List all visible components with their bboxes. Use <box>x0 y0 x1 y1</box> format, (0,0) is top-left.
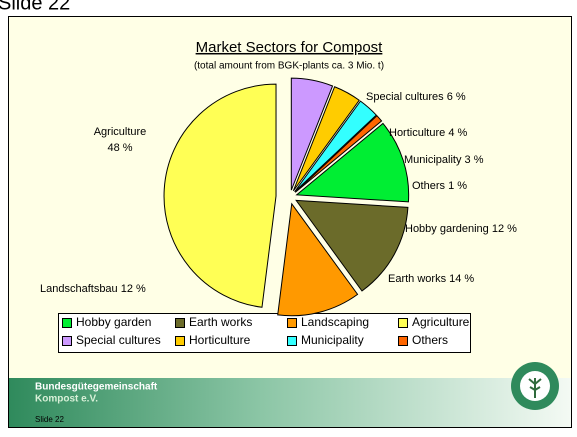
legend-swatch <box>287 318 297 328</box>
slice-name: Landschaftsbau <box>40 283 118 295</box>
legend-label: Special cultures <box>76 333 161 347</box>
slice-label: Landschaftsbau 12 % <box>40 283 146 295</box>
org-name: Bundesgütegemeinschaft <box>35 382 158 393</box>
slice-value-label: 6 % <box>447 91 466 103</box>
footer-band <box>9 378 571 427</box>
slice-value-label: 14 % <box>449 273 474 285</box>
chart-title: Market Sectors for Compost <box>196 39 384 56</box>
pie-slice <box>294 100 377 193</box>
slice-value-label: 12 % <box>121 283 146 295</box>
slice-label: Horticulture 4 % <box>389 127 467 139</box>
legend-swatch <box>398 336 408 346</box>
slice-name: Special cultures <box>366 91 444 103</box>
slice-label: Others 1 % <box>412 180 467 192</box>
slice-value-label: 3 % <box>465 154 484 166</box>
slice-name: Others <box>412 180 446 192</box>
legend-swatch <box>62 336 72 346</box>
slice-name: Earth works <box>388 273 447 285</box>
legend-label: Others <box>412 333 448 347</box>
legend-label: Agriculture <box>412 315 470 329</box>
pie-slice <box>290 77 334 191</box>
chart-subtitle: (total amount from BGK-plants ca. 3 Mio.… <box>194 61 384 72</box>
pie-slice <box>277 202 359 317</box>
legend-swatch <box>62 318 72 328</box>
logo <box>511 362 559 410</box>
slice-name: Agriculture <box>94 126 147 138</box>
slide-number: Slide 22 <box>35 415 64 424</box>
slice-label: Municipality 3 % <box>404 154 484 166</box>
slice-label: Special cultures 6 % <box>366 91 466 103</box>
slice-value-label: 4 % <box>448 127 467 139</box>
slice-label: Earth works 14 % <box>388 273 474 285</box>
legend-swatch <box>175 336 185 346</box>
legend-swatch <box>398 318 408 328</box>
pie-slice <box>294 114 383 193</box>
slice-value-label: 12 % <box>492 223 517 235</box>
legend-label: Horticulture <box>189 333 251 347</box>
legend-label: Hobby garden <box>76 315 151 329</box>
legend-label: Municipality <box>301 333 364 347</box>
slice-name: Hobby gardening <box>405 223 489 235</box>
legend-swatch <box>175 318 185 328</box>
slide-heading: Slide 22 <box>0 0 70 14</box>
pie-slice <box>295 199 409 292</box>
pie-slice <box>295 122 410 203</box>
slice-name: Municipality <box>404 154 462 166</box>
pie-slice <box>292 86 360 192</box>
pie <box>163 77 410 317</box>
slice-label: Hobby gardening 12 % <box>405 223 517 235</box>
legend-label: Earth works <box>189 315 252 329</box>
pie-slice <box>163 83 277 308</box>
legend-label: Landscaping <box>301 315 369 329</box>
slice-name: Horticulture <box>389 127 445 139</box>
legend-swatch <box>287 336 297 346</box>
org-name-2: Kompost e.V. <box>35 394 98 405</box>
slice-value-label: 1 % <box>448 180 467 192</box>
slice-value-label: 48 % <box>107 142 132 154</box>
